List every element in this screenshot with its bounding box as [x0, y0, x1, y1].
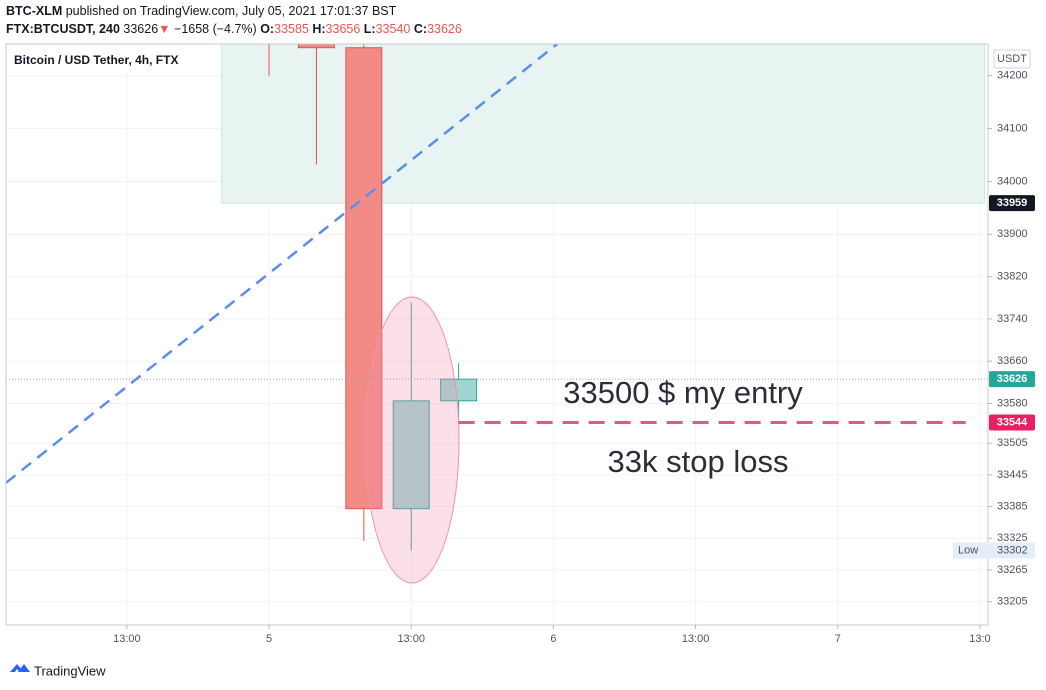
low-label-box: [953, 542, 1035, 559]
y-tick-label: 34100: [997, 122, 1028, 134]
y-tick-label: 33740: [997, 313, 1028, 325]
y-tick-label: 34000: [997, 175, 1028, 187]
y-tick-label: 33900: [997, 228, 1028, 240]
currency: USDT: [997, 53, 1027, 65]
y-tick-label: 33580: [997, 397, 1028, 409]
x-tick-label: 13:00: [113, 633, 141, 645]
candle-body: [392, 400, 430, 510]
y-tick-label: 33820: [997, 271, 1028, 283]
price-label-box: [989, 371, 1035, 388]
candle-body: [297, 44, 335, 49]
y-tick-label: 33385: [997, 500, 1028, 512]
price-label: 33544: [997, 416, 1028, 428]
x-tick-label: 7: [835, 633, 841, 645]
y-tick-label: 33505: [997, 437, 1028, 449]
legend-bg: [8, 50, 188, 70]
price-label: 33626: [997, 373, 1028, 385]
user: BTC-XLM: [6, 4, 62, 18]
x-tick-label: 5: [266, 633, 272, 645]
l-label: L:: [364, 22, 376, 36]
plot-frame: [5, 43, 989, 626]
y-tick-label: 33205: [997, 596, 1028, 608]
high: 33656: [326, 22, 361, 36]
price-label: 33959: [997, 197, 1028, 209]
low-label: Low: [958, 544, 978, 556]
symbol: FTX:BTCUSDT, 240: [6, 22, 120, 36]
annotation: 33500 $ my entry: [563, 375, 803, 410]
x-tick-label: 13:0: [969, 633, 990, 645]
published: published on TradingView.com, July 05, 2…: [66, 4, 397, 18]
candle-body: [345, 47, 383, 510]
header-line-2: FTX:BTCUSDT, 240 33626▼ −1658 (−4.7%) O:…: [6, 22, 462, 36]
last-price: 33626: [123, 22, 158, 36]
x-tick-label: 6: [550, 633, 556, 645]
close: 33626: [427, 22, 462, 36]
arrow: ▼: [158, 22, 170, 36]
low: 33540: [376, 22, 411, 36]
h-label: H:: [312, 22, 325, 36]
trend-line: [6, 44, 558, 484]
header-line-1: BTC-XLM published on TradingView.com, Ju…: [6, 4, 397, 18]
x-tick-label: 13:00: [397, 633, 425, 645]
logo: [10, 664, 30, 672]
zone: [221, 44, 986, 204]
price-label-box: [989, 414, 1035, 431]
price-label-box: [989, 195, 1035, 212]
y-tick-label: 34200: [997, 70, 1028, 82]
y-tick-label: 33660: [997, 355, 1028, 367]
footer: TradingView: [34, 663, 106, 678]
y-tick-label: 33265: [997, 564, 1028, 576]
highlight-ellipse: [364, 296, 460, 584]
o-label: O:: [260, 22, 274, 36]
change: −1658 (−4.7%): [174, 22, 257, 36]
currency-box: [993, 49, 1031, 69]
x-tick-label: 13:00: [682, 633, 710, 645]
open: 33585: [274, 22, 309, 36]
c-label: C:: [414, 22, 427, 36]
y-tick-label: 33325: [997, 532, 1028, 544]
annotation: 33k stop loss: [608, 444, 789, 479]
y-tick-label: 33445: [997, 469, 1028, 481]
chart-title: Bitcoin / USD Tether, 4h, FTX: [14, 53, 178, 67]
candle-body: [440, 378, 478, 402]
low-value: 33302: [997, 544, 1028, 556]
